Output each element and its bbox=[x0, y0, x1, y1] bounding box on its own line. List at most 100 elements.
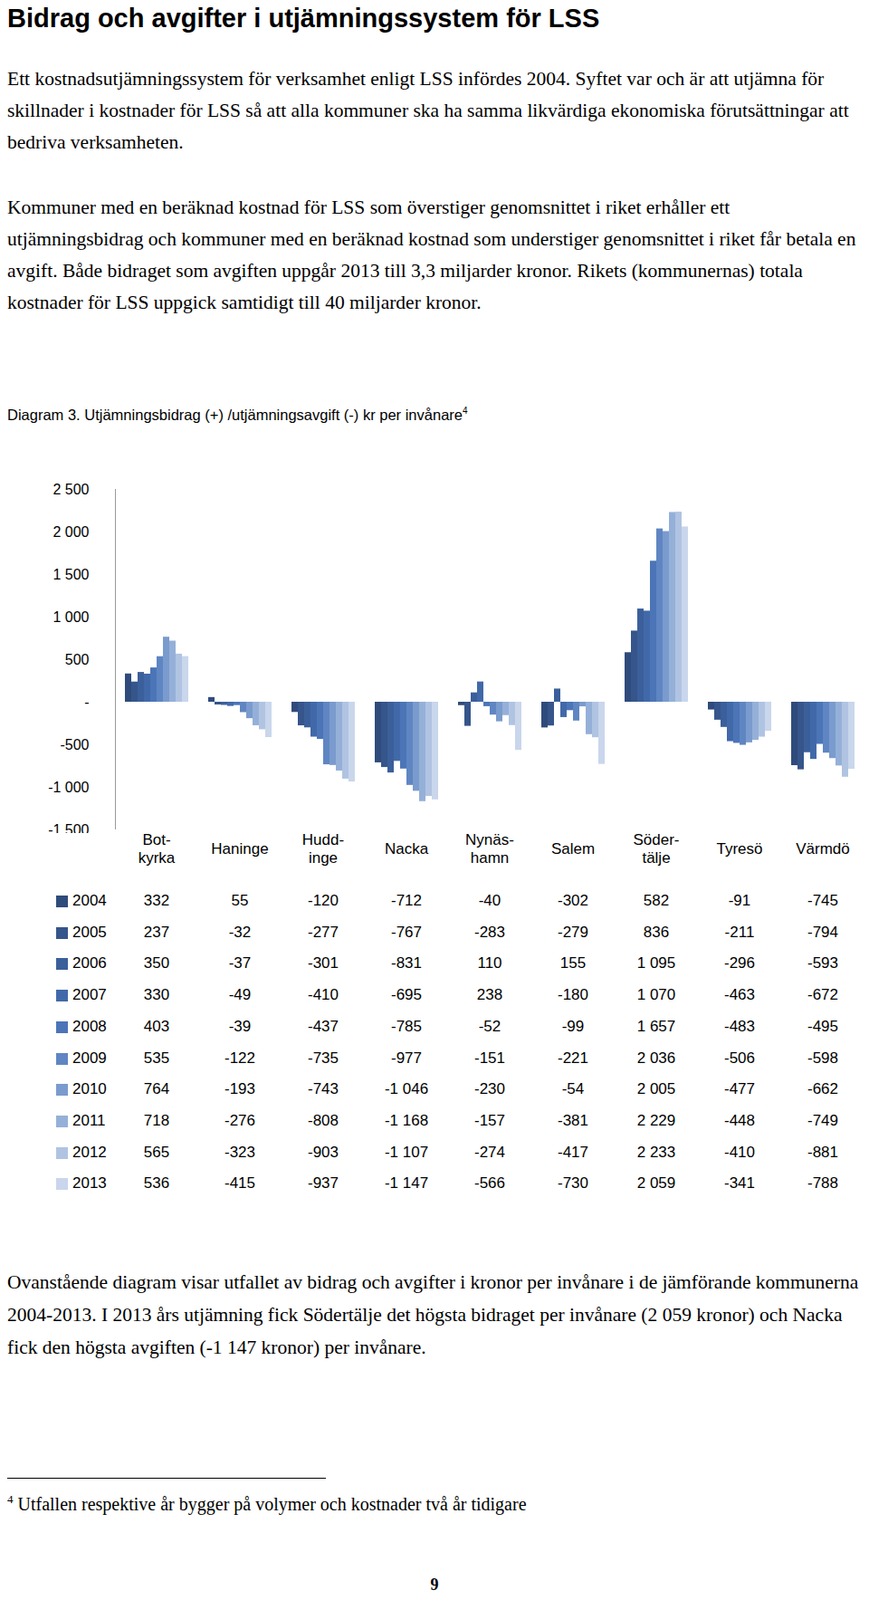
html-text:-37: -37 bbox=[228, 954, 252, 972]
html-text:-785: -785 bbox=[391, 1017, 422, 1035]
html-text:2 036: 2 036 bbox=[636, 1048, 676, 1066]
html-text:-712: -712 bbox=[391, 891, 422, 909]
html-text:582: 582 bbox=[643, 891, 670, 909]
html-text:4Utfallen respektive år bygger: 4Utfallen respektive år bygger på volyme… bbox=[7, 1491, 527, 1514]
html-text:2009: 2009 bbox=[72, 1048, 107, 1066]
html-text:-977: -977 bbox=[391, 1048, 422, 1066]
html-text:2 233: 2 233 bbox=[636, 1142, 676, 1161]
html-text:-794: -794 bbox=[807, 923, 839, 941]
html-text:-221: -221 bbox=[557, 1048, 589, 1066]
html-text:kyrka: kyrka bbox=[138, 849, 175, 867]
html-text:Nynäs-: Nynäs- bbox=[465, 830, 515, 849]
html-text:-274: -274 bbox=[474, 1142, 506, 1161]
html-text:836: 836 bbox=[643, 923, 670, 941]
html-text:110: 110 bbox=[477, 954, 502, 972]
html-text:2012: 2012 bbox=[72, 1142, 107, 1161]
html-text:tälje: tälje bbox=[642, 849, 671, 867]
html-text:Ett kostnadsutjämningssystem f: Ett kostnadsutjämningssystem för verksam… bbox=[7, 67, 849, 153]
html-text:-151: -151 bbox=[474, 1048, 506, 1066]
html-text:-881: -881 bbox=[807, 1142, 839, 1161]
html-text:-40: -40 bbox=[478, 891, 501, 909]
html-text:330: 330 bbox=[143, 985, 170, 1004]
svg-text:2 000: 2 000 bbox=[52, 524, 89, 540]
html-text:-745: -745 bbox=[807, 891, 839, 909]
html-text:-32: -32 bbox=[228, 923, 252, 941]
html-text:Ovanstående diagram visar utfa: Ovanstående diagram visar utfallet av bi… bbox=[7, 1270, 859, 1358]
svg-text:2 500: 2 500 bbox=[52, 481, 89, 497]
html-text:Salem: Salem bbox=[551, 840, 595, 858]
html-text:403: 403 bbox=[143, 1017, 170, 1035]
html-text:350: 350 bbox=[143, 954, 170, 972]
html-text:-39: -39 bbox=[228, 1017, 252, 1035]
html-text:-120: -120 bbox=[307, 891, 339, 909]
svg-text:1 000: 1 000 bbox=[52, 609, 89, 625]
html-text:-463: -463 bbox=[724, 985, 755, 1004]
html-text:-49: -49 bbox=[228, 985, 252, 1004]
html-text:-417: -417 bbox=[557, 1142, 589, 1161]
html-text:Kommuner med en beräknad kostn: Kommuner med en beräknad kostnad för LSS… bbox=[7, 196, 856, 314]
html-text:-593: -593 bbox=[807, 954, 839, 972]
html-text:-302: -302 bbox=[557, 891, 589, 909]
html-text:-52: -52 bbox=[478, 1017, 501, 1035]
html-text:238: 238 bbox=[476, 985, 503, 1004]
html-text:-495: -495 bbox=[807, 1017, 839, 1035]
html-text:Bidrag och avgifter i utjämnin: Bidrag och avgifter i utjämningssystem f… bbox=[7, 3, 600, 33]
html-text:-279: -279 bbox=[557, 923, 589, 941]
html-text:-735: -735 bbox=[307, 1048, 339, 1066]
html-text:-296: -296 bbox=[724, 954, 755, 972]
html-text:Haninge: Haninge bbox=[211, 840, 269, 858]
html-text:-767: -767 bbox=[391, 923, 422, 941]
svg-text:-1 000: -1 000 bbox=[47, 779, 89, 795]
html-text:2008: 2008 bbox=[72, 1017, 107, 1035]
html-text:-437: -437 bbox=[307, 1017, 339, 1035]
html-text:-672: -672 bbox=[807, 985, 839, 1004]
html-text:332: 332 bbox=[143, 891, 170, 909]
html-text:-831: -831 bbox=[391, 954, 422, 972]
html-text:Bot-: Bot- bbox=[142, 830, 171, 849]
html-text:2005: 2005 bbox=[72, 923, 107, 941]
html-text:Söder-: Söder- bbox=[633, 830, 680, 849]
html-text:-277: -277 bbox=[307, 923, 339, 941]
html-text:Hudd-: Hudd- bbox=[302, 830, 345, 849]
html-text:1 070: 1 070 bbox=[636, 985, 676, 1004]
html-text:-180: -180 bbox=[557, 985, 589, 1004]
html-text:-410: -410 bbox=[307, 985, 339, 1004]
html-text:-122: -122 bbox=[224, 1048, 256, 1066]
html-text:-99: -99 bbox=[561, 1017, 585, 1035]
svg-text:-: - bbox=[84, 694, 89, 710]
html-text:-91: -91 bbox=[728, 891, 751, 909]
svg-text:500: 500 bbox=[65, 651, 90, 668]
html-text:-301: -301 bbox=[307, 954, 339, 972]
html-text:535: 535 bbox=[143, 1048, 170, 1066]
html-text:2007: 2007 bbox=[72, 985, 107, 1004]
svg-text:1 500: 1 500 bbox=[52, 566, 89, 583]
html-text:2004: 2004 bbox=[72, 891, 107, 909]
html-text:-410: -410 bbox=[724, 1142, 755, 1161]
html-text:-483: -483 bbox=[724, 1017, 755, 1035]
html-text:1 657: 1 657 bbox=[636, 1017, 676, 1035]
html-text:565: 565 bbox=[143, 1142, 170, 1161]
html-text:hamn: hamn bbox=[470, 849, 509, 867]
html-text:55: 55 bbox=[231, 891, 249, 909]
html-text:-598: -598 bbox=[807, 1048, 839, 1066]
html-text:Diagram 3. Utjämningsbidrag (+: Diagram 3. Utjämningsbidrag (+) /utjämni… bbox=[7, 405, 468, 423]
html-text:-506: -506 bbox=[724, 1048, 755, 1066]
html-text:2010: 2010 bbox=[72, 1080, 107, 1098]
html-text:inge: inge bbox=[308, 849, 338, 867]
html-text:237: 237 bbox=[143, 923, 170, 941]
html-text:-211: -211 bbox=[724, 923, 755, 941]
html-text:Tyresö: Tyresö bbox=[716, 840, 763, 858]
html-text:-903: -903 bbox=[307, 1142, 339, 1161]
svg-text:-500: -500 bbox=[59, 736, 89, 753]
html-text:1 095: 1 095 bbox=[636, 954, 676, 972]
html-text:2006: 2006 bbox=[72, 954, 107, 972]
html-text:-283: -283 bbox=[474, 923, 506, 941]
html-text:Värmdö: Värmdö bbox=[795, 840, 850, 858]
html-text:Nacka: Nacka bbox=[384, 840, 429, 858]
html-text:-323: -323 bbox=[224, 1142, 256, 1161]
html-text:-695: -695 bbox=[391, 985, 422, 1004]
svg-text:-1 500: -1 500 bbox=[47, 821, 89, 833]
html-text:-1 107: -1 107 bbox=[384, 1142, 429, 1161]
html-text:764: 764 bbox=[143, 1080, 170, 1098]
html-text:155: 155 bbox=[560, 954, 586, 972]
